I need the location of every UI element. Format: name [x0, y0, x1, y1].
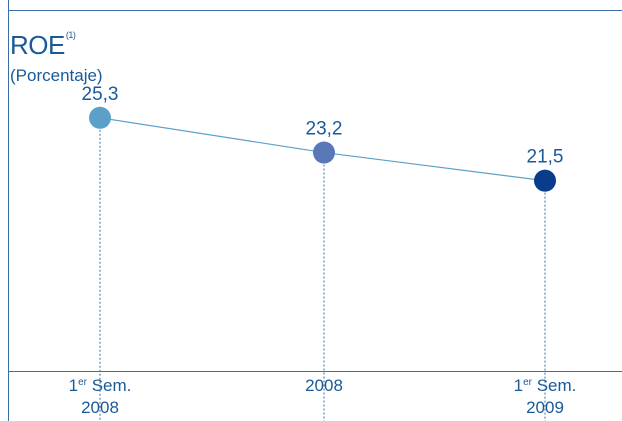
chart-title-text: ROE	[10, 30, 65, 60]
data-label: 23,2	[306, 119, 343, 140]
x-tick-label-year: 2009	[526, 398, 564, 417]
title-footnote: (1)	[65, 30, 76, 40]
data-point	[313, 141, 335, 164]
data-label: 21,5	[527, 147, 564, 168]
plot-area: 25,3 23,2 21,5 1er Sem. 2008 2008 1er Sem. 2009	[69, 84, 577, 421]
x-tick-label: 2008	[305, 376, 343, 395]
x-tick-label: 1er Sem.	[69, 376, 132, 395]
x-tick-label-year: 2008	[81, 398, 119, 417]
data-point	[89, 106, 111, 129]
data-label: 25,3	[82, 84, 119, 105]
data-point	[534, 169, 556, 192]
x-tick-label: 1er Sem.	[514, 376, 577, 395]
chart-subtitle: (Porcentaje)	[10, 66, 103, 85]
chart-title: ROE(1)	[10, 30, 76, 61]
